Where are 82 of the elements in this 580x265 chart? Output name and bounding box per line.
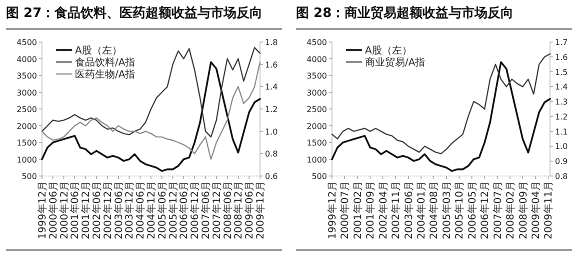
- x-tick-label: 2007年07月: [492, 181, 504, 240]
- x-tick-label: 2004年12月: [146, 181, 158, 240]
- x-tick-label: 2003年12月: [124, 181, 136, 240]
- x-tick-label: 2003年06月: [402, 181, 415, 240]
- y2-tick-label: 1.0: [265, 127, 278, 136]
- legend-label: 食品饮料/A指: [75, 56, 136, 68]
- y-tick-label: 4000: [16, 54, 37, 64]
- legend-label: 医药生物/A指: [75, 68, 136, 80]
- x-tick-label: 2008年02月: [504, 181, 517, 240]
- x-tick-label: 2005年12月: [167, 181, 180, 240]
- y2-tick-label: 1.1: [555, 127, 568, 136]
- x-tick-label: 2008年09月: [517, 181, 530, 240]
- x-tick-label: 2007年06月: [200, 181, 212, 240]
- line-series: [41, 46, 261, 138]
- chart-title: 图 28：商业贸易超额收益与市场反向: [296, 5, 514, 21]
- y2-tick-label: 1.6: [265, 60, 278, 70]
- y-tick-label: 2000: [16, 122, 37, 131]
- y-tick-label: 500: [312, 172, 327, 181]
- x-tick-label: 2006年05月: [466, 181, 478, 240]
- x-tick-label: 2005年03月: [440, 181, 453, 240]
- y-tick-label: 4000: [306, 54, 327, 64]
- x-tick-label: 2004年01月: [416, 181, 428, 240]
- y-tick-label: 500: [22, 172, 37, 181]
- y2-tick-label: 1.0: [555, 142, 568, 152]
- x-tick-label: 2008年12月: [232, 181, 245, 240]
- x-tick-label: 2006年12月: [189, 181, 202, 240]
- y2-tick-label: 0.8: [555, 172, 568, 181]
- x-tick-label: 2002年11月: [390, 181, 402, 240]
- y2-tick-label: 1.3: [555, 98, 568, 107]
- y2-tick-label: 0.6: [265, 172, 278, 181]
- y2-tick-label: 1.5: [555, 68, 568, 77]
- x-tick-label: 2002年12月: [102, 181, 114, 240]
- y2-tick-label: 1.4: [265, 82, 278, 92]
- legend-label: A股（左）: [365, 44, 412, 56]
- x-tick-label: 2007年12月: [210, 181, 223, 240]
- y-tick-label: 3500: [16, 72, 37, 80]
- y2-tick-label: 0.9: [555, 157, 568, 166]
- x-tick-label: 2001年06月: [69, 181, 82, 240]
- chart-title: 图 27：食品饮料、医药超额收益与市场反向: [6, 5, 263, 21]
- y-tick-label: 3500: [306, 72, 327, 80]
- y2-tick-label: 1.7: [555, 38, 568, 47]
- x-tick-label: 2005年10月: [454, 181, 466, 240]
- x-tick-label: 2004年06月: [134, 181, 147, 240]
- x-tick-label: 2006年06月: [178, 181, 190, 240]
- y-tick-label: 4500: [16, 38, 37, 47]
- y-tick-label: 1000: [16, 155, 37, 164]
- y-tick-label: 2500: [16, 105, 37, 114]
- x-tick-label: 1999年12月: [36, 181, 48, 240]
- y2-tick-label: 1.8: [265, 38, 278, 47]
- x-tick-label: 2000年12月: [58, 181, 70, 240]
- y-tick-label: 3000: [16, 88, 37, 98]
- x-tick-label: 2006年12月: [479, 181, 492, 240]
- x-tick-label: 2002年04月: [377, 181, 390, 240]
- y2-tick-label: 0.8: [265, 150, 278, 159]
- x-tick-label: 2009年12月: [254, 181, 266, 240]
- y2-tick-label: 1.2: [265, 105, 278, 114]
- y-tick-label: 2500: [306, 105, 327, 114]
- x-tick-label: 2001年09月: [364, 181, 377, 240]
- y2-tick-label: 1.4: [555, 82, 568, 92]
- y-tick-label: 2000: [306, 122, 327, 131]
- x-tick-label: 2002年06月: [91, 181, 103, 240]
- y-tick-label: 3000: [306, 88, 327, 98]
- x-tick-label: 1999年12月: [326, 181, 338, 240]
- x-tick-label: 2005年06月: [156, 181, 168, 240]
- x-tick-label: 2009年06月: [244, 181, 256, 240]
- legend-label: A股（左）: [75, 44, 122, 56]
- x-tick-label: 2004年08月: [428, 181, 440, 240]
- legend-label: 商业贸易/A指: [365, 56, 426, 68]
- y2-tick-label: 1.2: [555, 112, 568, 122]
- x-tick-label: 2000年06月: [47, 181, 60, 240]
- y-tick-label: 4500: [306, 38, 327, 47]
- x-tick-label: 2000年07月: [339, 181, 352, 240]
- x-tick-label: 2008年06月: [222, 181, 234, 240]
- y2-tick-label: 1.6: [555, 52, 568, 62]
- x-tick-label: 2001年02月: [352, 181, 364, 240]
- x-tick-label: 2009年04月: [530, 181, 542, 240]
- y-tick-label: 1000: [306, 155, 327, 164]
- x-tick-label: 2009年11月: [542, 181, 555, 240]
- x-tick-label: 2001年12月: [80, 181, 92, 240]
- x-tick-label: 2003年06月: [112, 181, 125, 240]
- y-tick-label: 1500: [16, 138, 37, 148]
- y-tick-label: 1500: [306, 138, 327, 148]
